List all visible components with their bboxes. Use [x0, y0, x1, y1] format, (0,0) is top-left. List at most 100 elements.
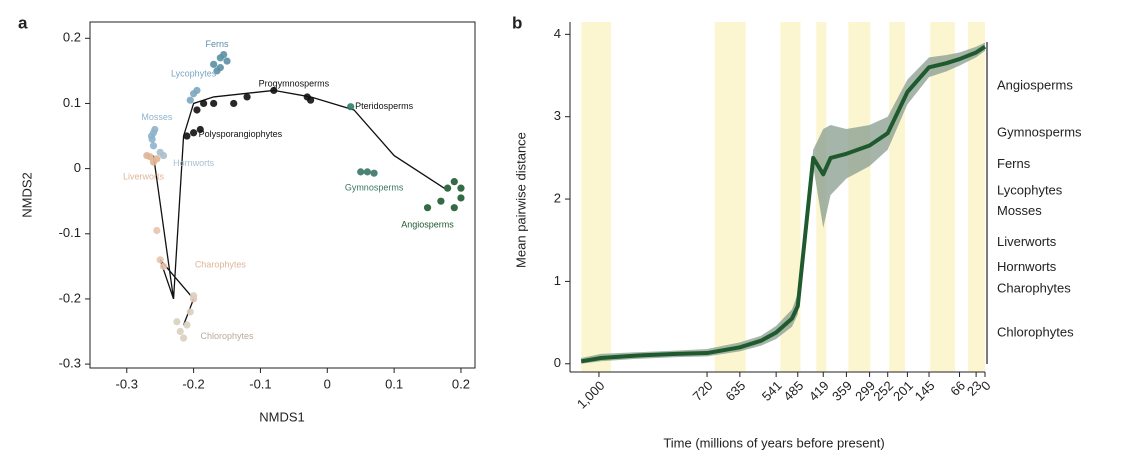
x-tick-label: -0.2 [182, 376, 204, 391]
point [437, 197, 445, 205]
point [200, 99, 208, 108]
point [306, 96, 315, 104]
point [370, 169, 378, 177]
x-tick-label: 1,000 [574, 378, 608, 412]
x-tick-label: 720 [690, 378, 716, 404]
point [186, 96, 194, 104]
clade-label: Lycophytes [997, 182, 1063, 197]
point [230, 99, 238, 108]
point [457, 184, 465, 192]
clade-label: Ferns [997, 156, 1031, 171]
annotation: Lycophytes [171, 69, 217, 79]
x-tick-label: 419 [806, 378, 832, 404]
period-span [780, 22, 801, 372]
point [450, 204, 458, 212]
clade-label: Charophytes [997, 280, 1071, 295]
x-tick-label: 485 [780, 378, 806, 404]
point [149, 142, 158, 150]
y-tick-label: -0.3 [59, 356, 81, 371]
panel-label: a [18, 13, 28, 32]
clade-label: Gymnosperms [997, 125, 1082, 140]
annotation: Hornworts [173, 158, 215, 168]
y-tick-label: 0 [554, 355, 561, 370]
y-tick-label: 3 [554, 108, 561, 123]
clade-label: Liverworts [997, 234, 1057, 249]
annotation: Angiosperms [401, 220, 454, 230]
period-span [581, 22, 611, 372]
x-tick-label: -0.3 [116, 376, 138, 391]
y-tick-label: 4 [554, 26, 561, 41]
panel-label: b [512, 13, 522, 32]
clade-label: Mosses [997, 203, 1042, 218]
point [179, 334, 188, 342]
annotation: Charophytes [195, 259, 247, 269]
annotation: Pteridosperms [355, 101, 414, 111]
plot-frame [89, 21, 476, 369]
point [443, 184, 452, 192]
point [159, 262, 168, 270]
point [149, 158, 158, 166]
point [156, 148, 164, 156]
x-tick-label: 359 [829, 378, 855, 404]
mean-line [580, 45, 987, 364]
point [216, 64, 224, 72]
x-tick-label: 635 [722, 378, 748, 404]
point [151, 125, 159, 134]
clade-label: Hornworts [997, 259, 1057, 274]
point [190, 129, 198, 137]
period-span [930, 22, 955, 372]
y-tick-label: -0.1 [59, 225, 81, 240]
annotation: Ferns [205, 39, 229, 49]
y-axis-title: NMDS2 [19, 172, 34, 218]
annotation: Chlorophytes [201, 331, 255, 341]
x-tick-label: 0.2 [452, 376, 470, 391]
annotation: Liverworts [123, 171, 165, 181]
point [223, 57, 231, 65]
point [423, 204, 432, 212]
point [173, 318, 181, 326]
y-tick-label: 0.2 [63, 30, 81, 45]
point [457, 194, 465, 202]
y-tick-label: -0.2 [59, 290, 81, 305]
confidence-band [581, 42, 985, 364]
annotation: Mosses [141, 112, 173, 122]
y-tick-label: 1 [554, 273, 561, 288]
point [176, 327, 184, 336]
lineage-line [152, 89, 445, 326]
y-tick-label: 0.1 [63, 95, 81, 110]
clade-label: Chlorophytes [997, 325, 1074, 340]
point [183, 321, 191, 329]
point [220, 50, 228, 59]
point [363, 168, 371, 176]
y-axis-title: Mean pairwise distance [513, 132, 528, 268]
point [190, 292, 198, 300]
point [450, 178, 458, 186]
point [196, 125, 204, 134]
x-tick-label: 541 [759, 378, 785, 404]
period-span [714, 22, 746, 372]
point [270, 86, 278, 95]
annotation: Gymnosperms [345, 183, 404, 193]
x-tick-label: 201 [890, 378, 916, 404]
point [146, 153, 154, 161]
period-span [968, 22, 985, 372]
period-span [848, 22, 871, 372]
point [210, 99, 218, 108]
point [347, 103, 355, 111]
point [210, 60, 218, 68]
x-axis-title: Time (millions of years before present) [663, 435, 884, 450]
x-tick-label: -0.1 [249, 376, 271, 391]
point [357, 168, 365, 176]
x-tick-label: 0.1 [385, 376, 403, 391]
annotation: Polysporangiophytes [199, 129, 283, 139]
point [193, 86, 201, 95]
annotation: Progymnosperms [259, 78, 330, 88]
period-span [889, 22, 906, 372]
y-tick-label: 2 [554, 190, 561, 205]
point [243, 93, 251, 101]
x-tick-label: 0 [324, 376, 331, 391]
x-axis-title: NMDS1 [259, 409, 305, 424]
point [183, 132, 191, 140]
y-tick-label: 0 [74, 160, 81, 175]
